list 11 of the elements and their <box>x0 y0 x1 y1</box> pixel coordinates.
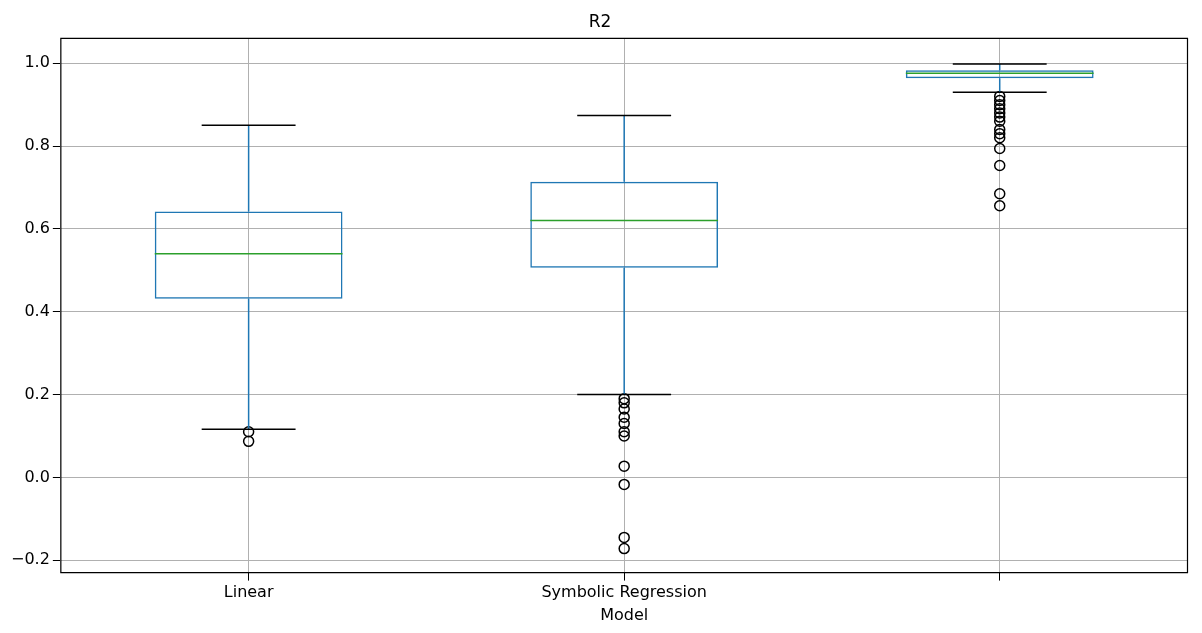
x-tick-label: Linear <box>223 582 274 602</box>
x-tick-label: Symbolic Regression <box>541 582 707 602</box>
y-tick-label: 0.0 <box>24 466 50 486</box>
y-tick-label: 0.4 <box>24 300 50 320</box>
y-tick-label: 0.6 <box>24 218 50 238</box>
y-tick-label: 1.0 <box>24 52 50 72</box>
y-tick-label: −0.2 <box>10 549 50 569</box>
y-tick-label: 0.8 <box>24 135 50 155</box>
x-axis-title: Model <box>600 604 649 624</box>
chart-title: R2 <box>588 10 612 31</box>
y-tick-label: 0.2 <box>24 383 50 403</box>
